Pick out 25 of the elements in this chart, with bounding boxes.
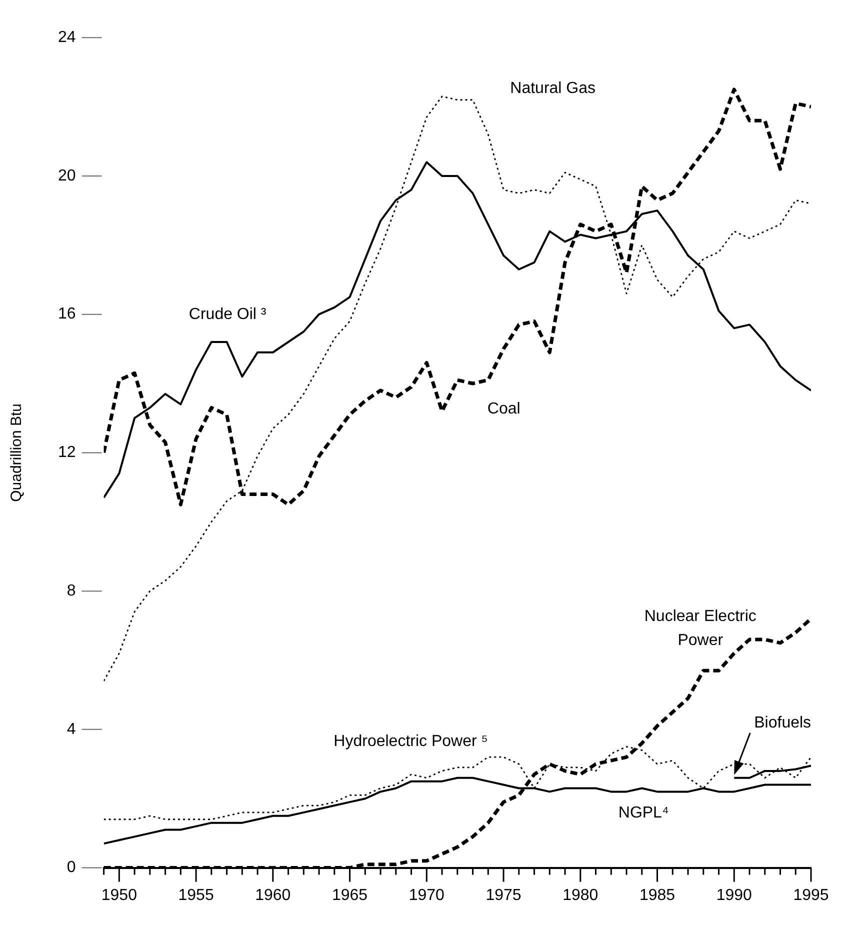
- x-tick-label: 1980: [562, 886, 598, 904]
- x-tick-label: 1955: [178, 886, 214, 904]
- x-tick-label: 1965: [332, 886, 368, 904]
- series-label: Crude Oil ³: [188, 306, 267, 323]
- x-tick-label: 1995: [793, 886, 829, 904]
- series-label: NGPL⁴: [618, 804, 669, 822]
- y-tick-label: 4: [66, 720, 76, 738]
- x-tick-label: 1960: [255, 886, 291, 904]
- x-tick-label: 1970: [408, 886, 445, 904]
- y-tick-label: 16: [58, 306, 76, 323]
- y-tick-label: 12: [58, 444, 76, 462]
- x-tick-label: 1985: [639, 886, 676, 904]
- y-tick-label: 8: [66, 582, 76, 600]
- y-tick-label: 24: [58, 29, 76, 46]
- y-tick-label: 0: [66, 859, 76, 876]
- x-tick-label: 1950: [101, 886, 138, 904]
- series-label: Nuclear Electric Power: [644, 608, 756, 650]
- x-tick-label: 1990: [716, 886, 752, 904]
- series-label: Hydroelectric Power ⁵: [334, 732, 488, 750]
- x-tick-label: 1975: [486, 886, 522, 904]
- text: Biofuels: [754, 714, 812, 732]
- y-axis-title: Quadrillion Btu: [8, 404, 26, 502]
- text: Natural Gas: [510, 80, 596, 97]
- series-label: Coal: [487, 400, 520, 418]
- y-tick-label: 20: [58, 167, 76, 184]
